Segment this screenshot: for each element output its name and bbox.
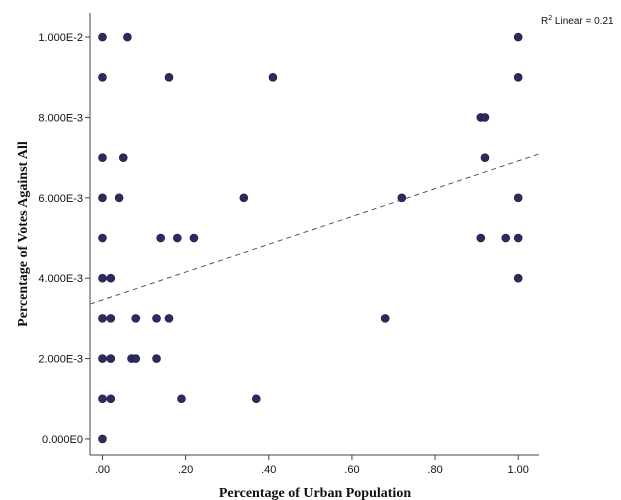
fit-label-prefix: R bbox=[541, 16, 548, 27]
x-tick-label: .20 bbox=[178, 464, 193, 476]
data-point bbox=[98, 354, 107, 363]
data-point bbox=[131, 354, 141, 363]
data-point bbox=[118, 153, 128, 162]
data-point bbox=[501, 233, 511, 243]
data-point bbox=[513, 233, 523, 243]
x-tick-label: .40 bbox=[261, 464, 276, 476]
data-point bbox=[251, 394, 261, 404]
data-point bbox=[480, 113, 490, 122]
y-tick-label: 0.000E0 bbox=[42, 434, 83, 446]
data-point bbox=[268, 72, 278, 82]
y-tick-label: 8.000E-3 bbox=[38, 112, 83, 124]
x-axis-title: Percentage of Urban Population bbox=[219, 486, 411, 500]
data-point bbox=[513, 193, 523, 203]
fit-label-suffix: Linear = 0.21 bbox=[552, 16, 614, 27]
fit-line bbox=[89, 153, 540, 305]
fit-label: R2 Linear = 0.21 bbox=[541, 15, 614, 27]
data-point bbox=[98, 273, 107, 283]
data-point bbox=[513, 72, 523, 82]
y-tick-label: 4.000E-3 bbox=[38, 273, 83, 285]
data-point bbox=[189, 233, 199, 243]
y-ticks: 0.000E0 2.000E-3 4.000E-3 6.000E-3 8.000E-3 1… bbox=[38, 32, 90, 446]
x-ticks: .00 .20 .40 .60 .80 1.00 bbox=[95, 455, 529, 476]
data-point bbox=[123, 32, 132, 42]
data-points bbox=[98, 32, 523, 444]
data-point bbox=[513, 32, 523, 42]
data-point bbox=[177, 394, 186, 404]
data-point bbox=[98, 153, 107, 162]
x-tick-label: .00 bbox=[95, 464, 110, 476]
data-point bbox=[98, 193, 107, 203]
data-point bbox=[156, 233, 165, 243]
data-point bbox=[106, 394, 116, 404]
data-point bbox=[480, 153, 490, 162]
data-point bbox=[98, 32, 107, 42]
data-point bbox=[239, 193, 249, 203]
data-point bbox=[106, 273, 116, 283]
data-point bbox=[106, 314, 116, 323]
data-point bbox=[98, 314, 107, 323]
x-tick-label: 1.00 bbox=[508, 464, 529, 476]
plot-area bbox=[90, 13, 539, 455]
data-point bbox=[476, 233, 486, 243]
y-tick-label: 1.000E-2 bbox=[38, 32, 83, 44]
data-point bbox=[152, 314, 161, 323]
data-point bbox=[397, 193, 407, 203]
data-point bbox=[380, 314, 390, 323]
data-point bbox=[114, 193, 124, 203]
data-point bbox=[98, 233, 107, 243]
data-point bbox=[513, 273, 523, 283]
data-point bbox=[98, 434, 107, 444]
data-point bbox=[164, 72, 174, 82]
fit-label-exponent: 2 bbox=[548, 15, 552, 22]
data-point bbox=[131, 314, 141, 323]
data-point bbox=[98, 394, 107, 404]
x-tick-label: .80 bbox=[427, 464, 442, 476]
data-point bbox=[173, 233, 182, 243]
data-point bbox=[152, 354, 161, 363]
y-axis-title: Percentage of Votes Against All bbox=[16, 141, 31, 327]
x-tick-label: .60 bbox=[344, 464, 359, 476]
data-point bbox=[98, 72, 107, 82]
data-point bbox=[164, 314, 174, 323]
data-point bbox=[106, 354, 116, 363]
y-tick-label: 6.000E-3 bbox=[38, 193, 83, 205]
y-tick-label: 2.000E-3 bbox=[38, 354, 83, 366]
